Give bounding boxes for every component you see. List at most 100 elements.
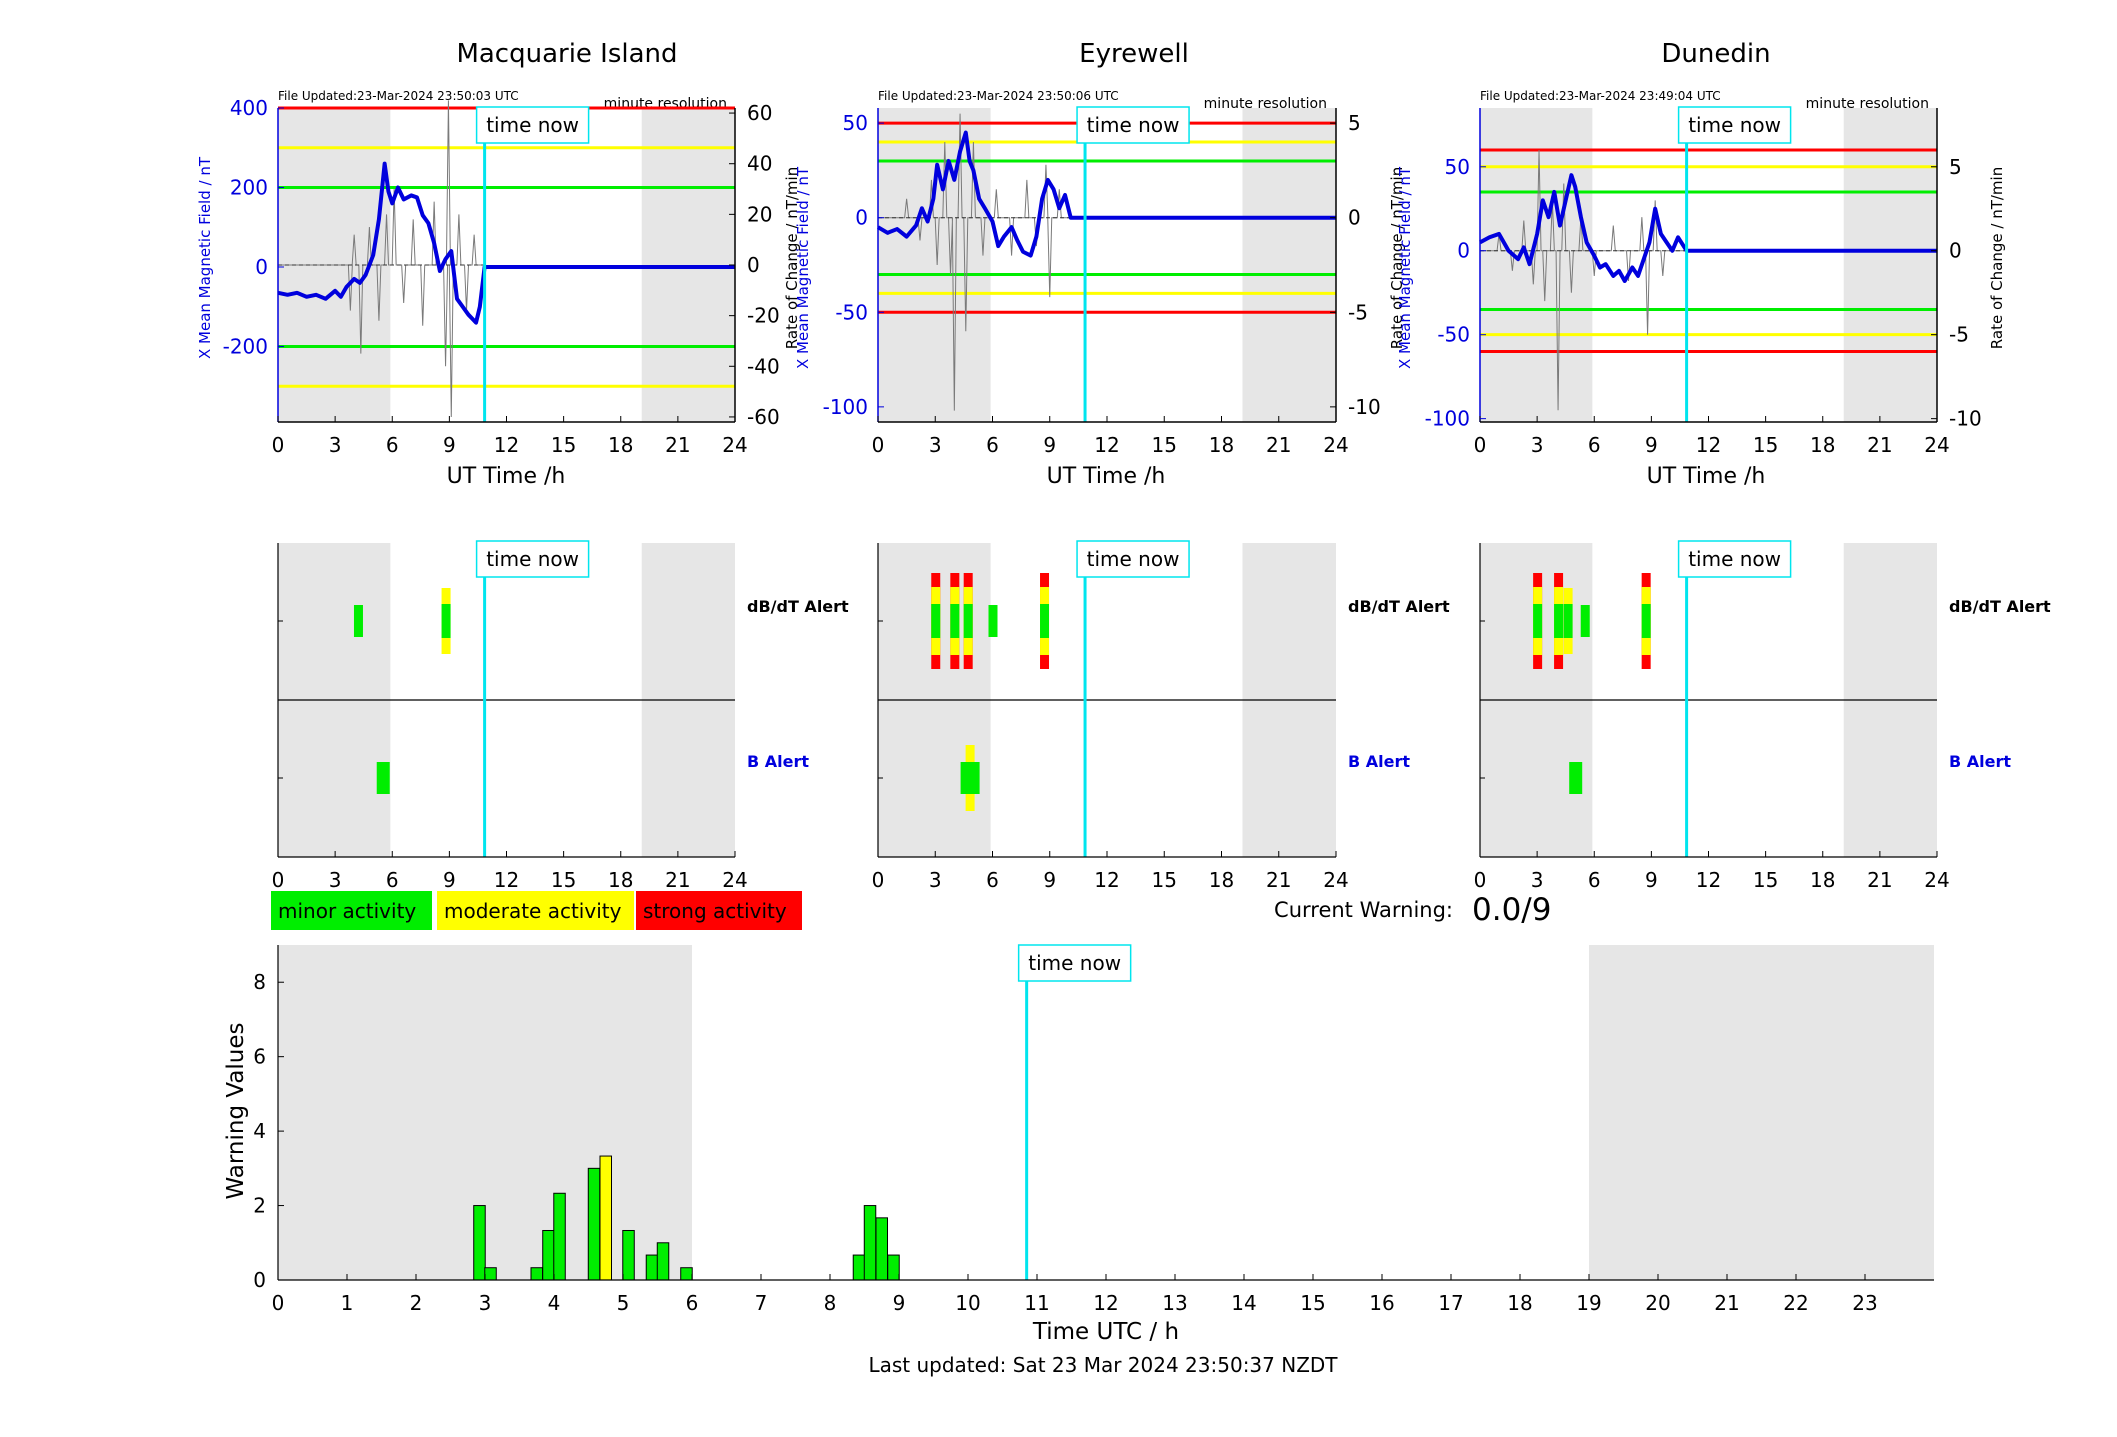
file-updated-label: File Updated:23-Mar-2024 23:50:06 UTC: [878, 89, 1119, 103]
warning-y-tick-label: 6: [253, 1045, 266, 1069]
station-title: Dunedin: [1661, 39, 1770, 69]
x-tick-label: 9: [1645, 433, 1658, 457]
warning-bar: [599, 1155, 613, 1281]
b-alert-label: B Alert: [1348, 752, 1410, 771]
x-tick-label: 18: [1810, 433, 1835, 457]
alert-x-tick-label: 21: [1266, 868, 1291, 892]
alert-x-tick-label: 6: [986, 868, 999, 892]
x-tick-label: 12: [1696, 433, 1721, 457]
legend-swatch-2: [636, 891, 802, 930]
warning-x-tick-label: 19: [1576, 1291, 1601, 1315]
dbdt-alert-label: dB/dT Alert: [747, 597, 849, 616]
warning-bar: [863, 1205, 877, 1281]
alert-x-tick-label: 12: [494, 868, 519, 892]
alert-x-tick-label: 24: [1323, 868, 1348, 892]
alert-x-tick-label: 9: [443, 868, 456, 892]
right-tick-label: 0: [1949, 239, 1962, 263]
x-tick-label: 18: [608, 433, 633, 457]
left-axis-label: X Mean Magnetic Field / nT: [196, 156, 214, 359]
alert-mark-green: [1641, 604, 1651, 638]
right-axis-label: Rate of Change / nT/min: [1988, 167, 2006, 349]
left-tick-label: -100: [1425, 407, 1470, 431]
x-tick-label: 9: [1043, 433, 1056, 457]
x-tick-label: 21: [665, 433, 690, 457]
alert-x-tick-label: 3: [1531, 868, 1544, 892]
dbdt-alert-label: dB/dT Alert: [1348, 597, 1450, 616]
right-tick-label: 60: [747, 101, 772, 125]
x-axis-label: UT Time /h: [447, 464, 566, 489]
right-tick-label: 20: [747, 202, 772, 226]
field-line: [1479, 173, 1937, 283]
x-tick-label: 12: [1094, 433, 1119, 457]
right-tick-label: -10: [1949, 407, 1982, 431]
warning-bar: [587, 1167, 601, 1281]
time-now-box: [1076, 106, 1190, 144]
warning-x-tick-label: 14: [1231, 1291, 1256, 1315]
x-tick-label: 21: [1266, 433, 1291, 457]
time-now-label: time now: [486, 547, 579, 571]
field-line: [277, 161, 735, 325]
time-now-box: [475, 540, 590, 578]
activity-legend: minor activity moderate activity strong ac…: [271, 891, 802, 930]
x-tick-label: 15: [551, 433, 576, 457]
right-axis-label: Rate of Change / nT/min: [1388, 167, 1406, 349]
right-tick-label: -60: [747, 405, 780, 429]
alert-x-tick-label: 18: [1810, 868, 1835, 892]
x-tick-label: 24: [722, 433, 747, 457]
warning-y-tick-label: 4: [253, 1119, 266, 1143]
left-tick-label: 0: [855, 206, 868, 230]
station-title: Macquarie Island: [456, 39, 677, 69]
x-tick-label: 0: [272, 433, 285, 457]
warning-x-tick-label: 13: [1162, 1291, 1187, 1315]
alert-mark-green: [1580, 605, 1590, 637]
x-tick-label: 24: [1323, 433, 1348, 457]
warning-x-axis-label: Time UTC / h: [1032, 1319, 1179, 1345]
time-now-label: time now: [1028, 951, 1121, 975]
left-tick-label: 0: [255, 255, 268, 279]
alert-x-tick-label: 0: [272, 868, 285, 892]
warning-bar: [656, 1242, 670, 1281]
alert-mark-green: [353, 605, 363, 637]
alert-x-tick-label: 15: [551, 868, 576, 892]
warning-x-tick-label: 8: [824, 1291, 837, 1315]
warning-x-tick-label: 15: [1300, 1291, 1325, 1315]
warning-x-tick-label: 16: [1369, 1291, 1394, 1315]
x-tick-label: 21: [1867, 433, 1892, 457]
alert-mark-green: [988, 605, 998, 637]
time-now-label: time now: [1688, 113, 1781, 137]
time-now-label: time now: [486, 113, 579, 137]
alert-x-tick-label: 12: [1696, 868, 1721, 892]
time-now-box: [1677, 540, 1792, 578]
warning-x-tick-label: 5: [617, 1291, 630, 1315]
left-tick-label: -200: [223, 334, 268, 358]
time-now-box: [475, 106, 590, 144]
left-tick-label: 50: [1445, 155, 1470, 179]
alert-x-tick-label: 0: [872, 868, 885, 892]
warning-bar: [887, 1254, 900, 1281]
alert-mark-green: [950, 604, 960, 638]
alert-mark-green: [1554, 604, 1564, 638]
alert-x-tick-label: 3: [329, 868, 342, 892]
warning-x-tick-label: 12: [1093, 1291, 1118, 1315]
left-tick-label: 200: [230, 175, 268, 199]
warning-y-tick-label: 8: [253, 970, 266, 994]
alert-x-tick-label: 18: [608, 868, 633, 892]
current-warning-label: Current Warning:: [1274, 898, 1453, 922]
right-tick-label: -20: [747, 304, 780, 328]
alert-mark-green: [1563, 604, 1573, 638]
warning-x-tick-label: 0: [272, 1291, 285, 1315]
right-tick-label: 0: [1348, 206, 1361, 230]
x-tick-label: 3: [329, 433, 342, 457]
b-alert-green: [960, 762, 980, 794]
warning-bar: [530, 1267, 544, 1281]
station-panel-dunedin: Dunedin File Updated:23-Mar-2024 23:49:0…: [1396, 39, 2051, 892]
x-tick-label: 24: [1924, 433, 1949, 457]
alert-x-tick-label: 6: [386, 868, 399, 892]
station-title: Eyrewell: [1079, 39, 1189, 69]
right-tick-label: 40: [747, 152, 772, 176]
warning-x-tick-label: 20: [1645, 1291, 1670, 1315]
warning-x-tick-label: 11: [1024, 1291, 1049, 1315]
legend-label: moderate activity: [444, 899, 622, 923]
x-tick-label: 6: [1588, 433, 1601, 457]
